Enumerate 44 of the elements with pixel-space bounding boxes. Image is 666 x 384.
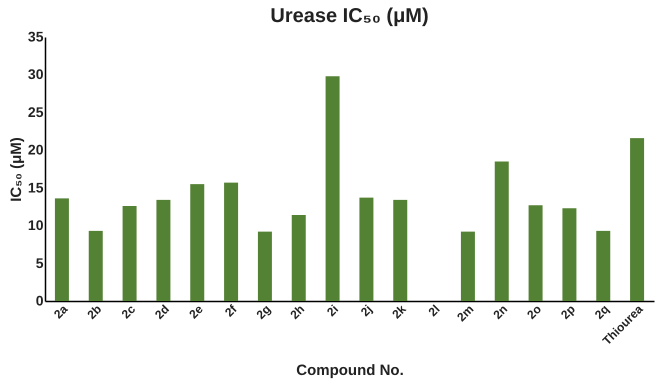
y-tick-label: 0 bbox=[36, 292, 44, 308]
bar bbox=[326, 76, 340, 301]
y-tick-label: 20 bbox=[28, 142, 44, 158]
bar bbox=[122, 206, 137, 301]
x-tick-label: 2c bbox=[118, 302, 138, 322]
bar bbox=[528, 205, 543, 301]
chart-title: Urease IC₅₀ (μM) bbox=[270, 5, 429, 27]
y-axis-title: IC₅₀ (μM) bbox=[8, 137, 25, 202]
y-tick-label: 5 bbox=[36, 254, 44, 271]
x-tick-label: 2i bbox=[324, 302, 342, 320]
y-tick-label: 25 bbox=[28, 104, 44, 120]
y-tick-label: 35 bbox=[28, 28, 44, 44]
x-tick-label: 2b bbox=[84, 302, 104, 322]
x-tick-label: 2g bbox=[254, 302, 274, 322]
x-tick-label: 2f bbox=[222, 301, 240, 320]
x-tick-label: 2j bbox=[358, 302, 375, 320]
bar bbox=[460, 232, 475, 301]
x-tick-label: 2e bbox=[186, 302, 206, 322]
bar bbox=[258, 232, 272, 301]
x-tick-label: 2h bbox=[287, 302, 308, 322]
bar bbox=[630, 138, 644, 301]
x-tick-label: 2a bbox=[51, 302, 71, 322]
x-tick-label: 2o bbox=[524, 302, 544, 322]
x-axis-title: Compound No. bbox=[296, 362, 404, 380]
x-tick-label: 2p bbox=[558, 302, 578, 322]
x-tick-label: 2d bbox=[152, 302, 172, 322]
bar bbox=[224, 182, 238, 301]
y-tick-label: 15 bbox=[28, 179, 44, 196]
x-tick-label: 2k bbox=[389, 302, 409, 322]
bar bbox=[393, 200, 408, 301]
bar bbox=[596, 230, 610, 301]
bar bbox=[562, 208, 576, 301]
bar bbox=[292, 215, 306, 301]
x-tick-label: 2m bbox=[454, 302, 476, 324]
bar bbox=[156, 200, 170, 301]
x-tick-label: 2n bbox=[490, 302, 510, 322]
bar bbox=[494, 161, 509, 301]
x-tick-label: 2l bbox=[426, 302, 443, 320]
bar bbox=[54, 198, 69, 301]
bar bbox=[359, 198, 374, 301]
bar bbox=[88, 230, 103, 301]
bar bbox=[190, 184, 204, 301]
y-tick-label: 10 bbox=[28, 217, 44, 234]
y-tick-label: 30 bbox=[28, 66, 44, 82]
